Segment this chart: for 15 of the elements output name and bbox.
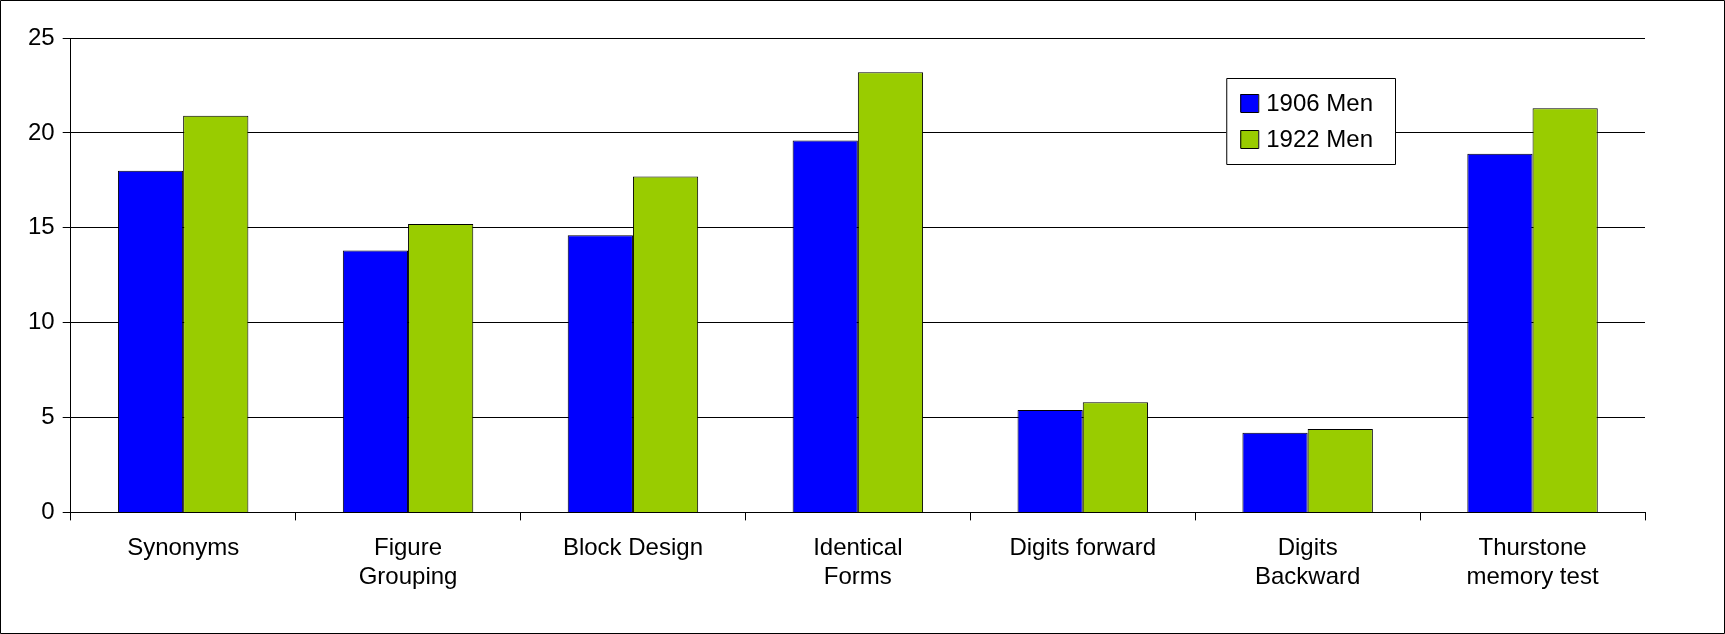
y-tick-label: 0	[41, 497, 55, 525]
x-tick-label: Digits Backward	[1254, 533, 1361, 590]
x-tick-label: Identical Forms	[813, 533, 903, 590]
y-tick-label: 15	[27, 212, 55, 240]
x-tick-label: Block Design	[562, 533, 703, 561]
legend-label: 1922 Men	[1266, 124, 1373, 152]
y-tick-label: 25	[27, 22, 55, 50]
x-tick-label: Figure Grouping	[358, 533, 458, 590]
y-tick-label: 5	[41, 402, 55, 430]
x-tick-label: Thurstone memory test	[1466, 533, 1599, 590]
x-tick-label: Synonyms	[127, 533, 240, 561]
x-tick-label: Digits forward	[1009, 533, 1157, 561]
y-tick-label: 10	[27, 307, 55, 335]
legend-label: 1906 Men	[1266, 88, 1373, 116]
y-tick-label: 20	[27, 117, 55, 145]
